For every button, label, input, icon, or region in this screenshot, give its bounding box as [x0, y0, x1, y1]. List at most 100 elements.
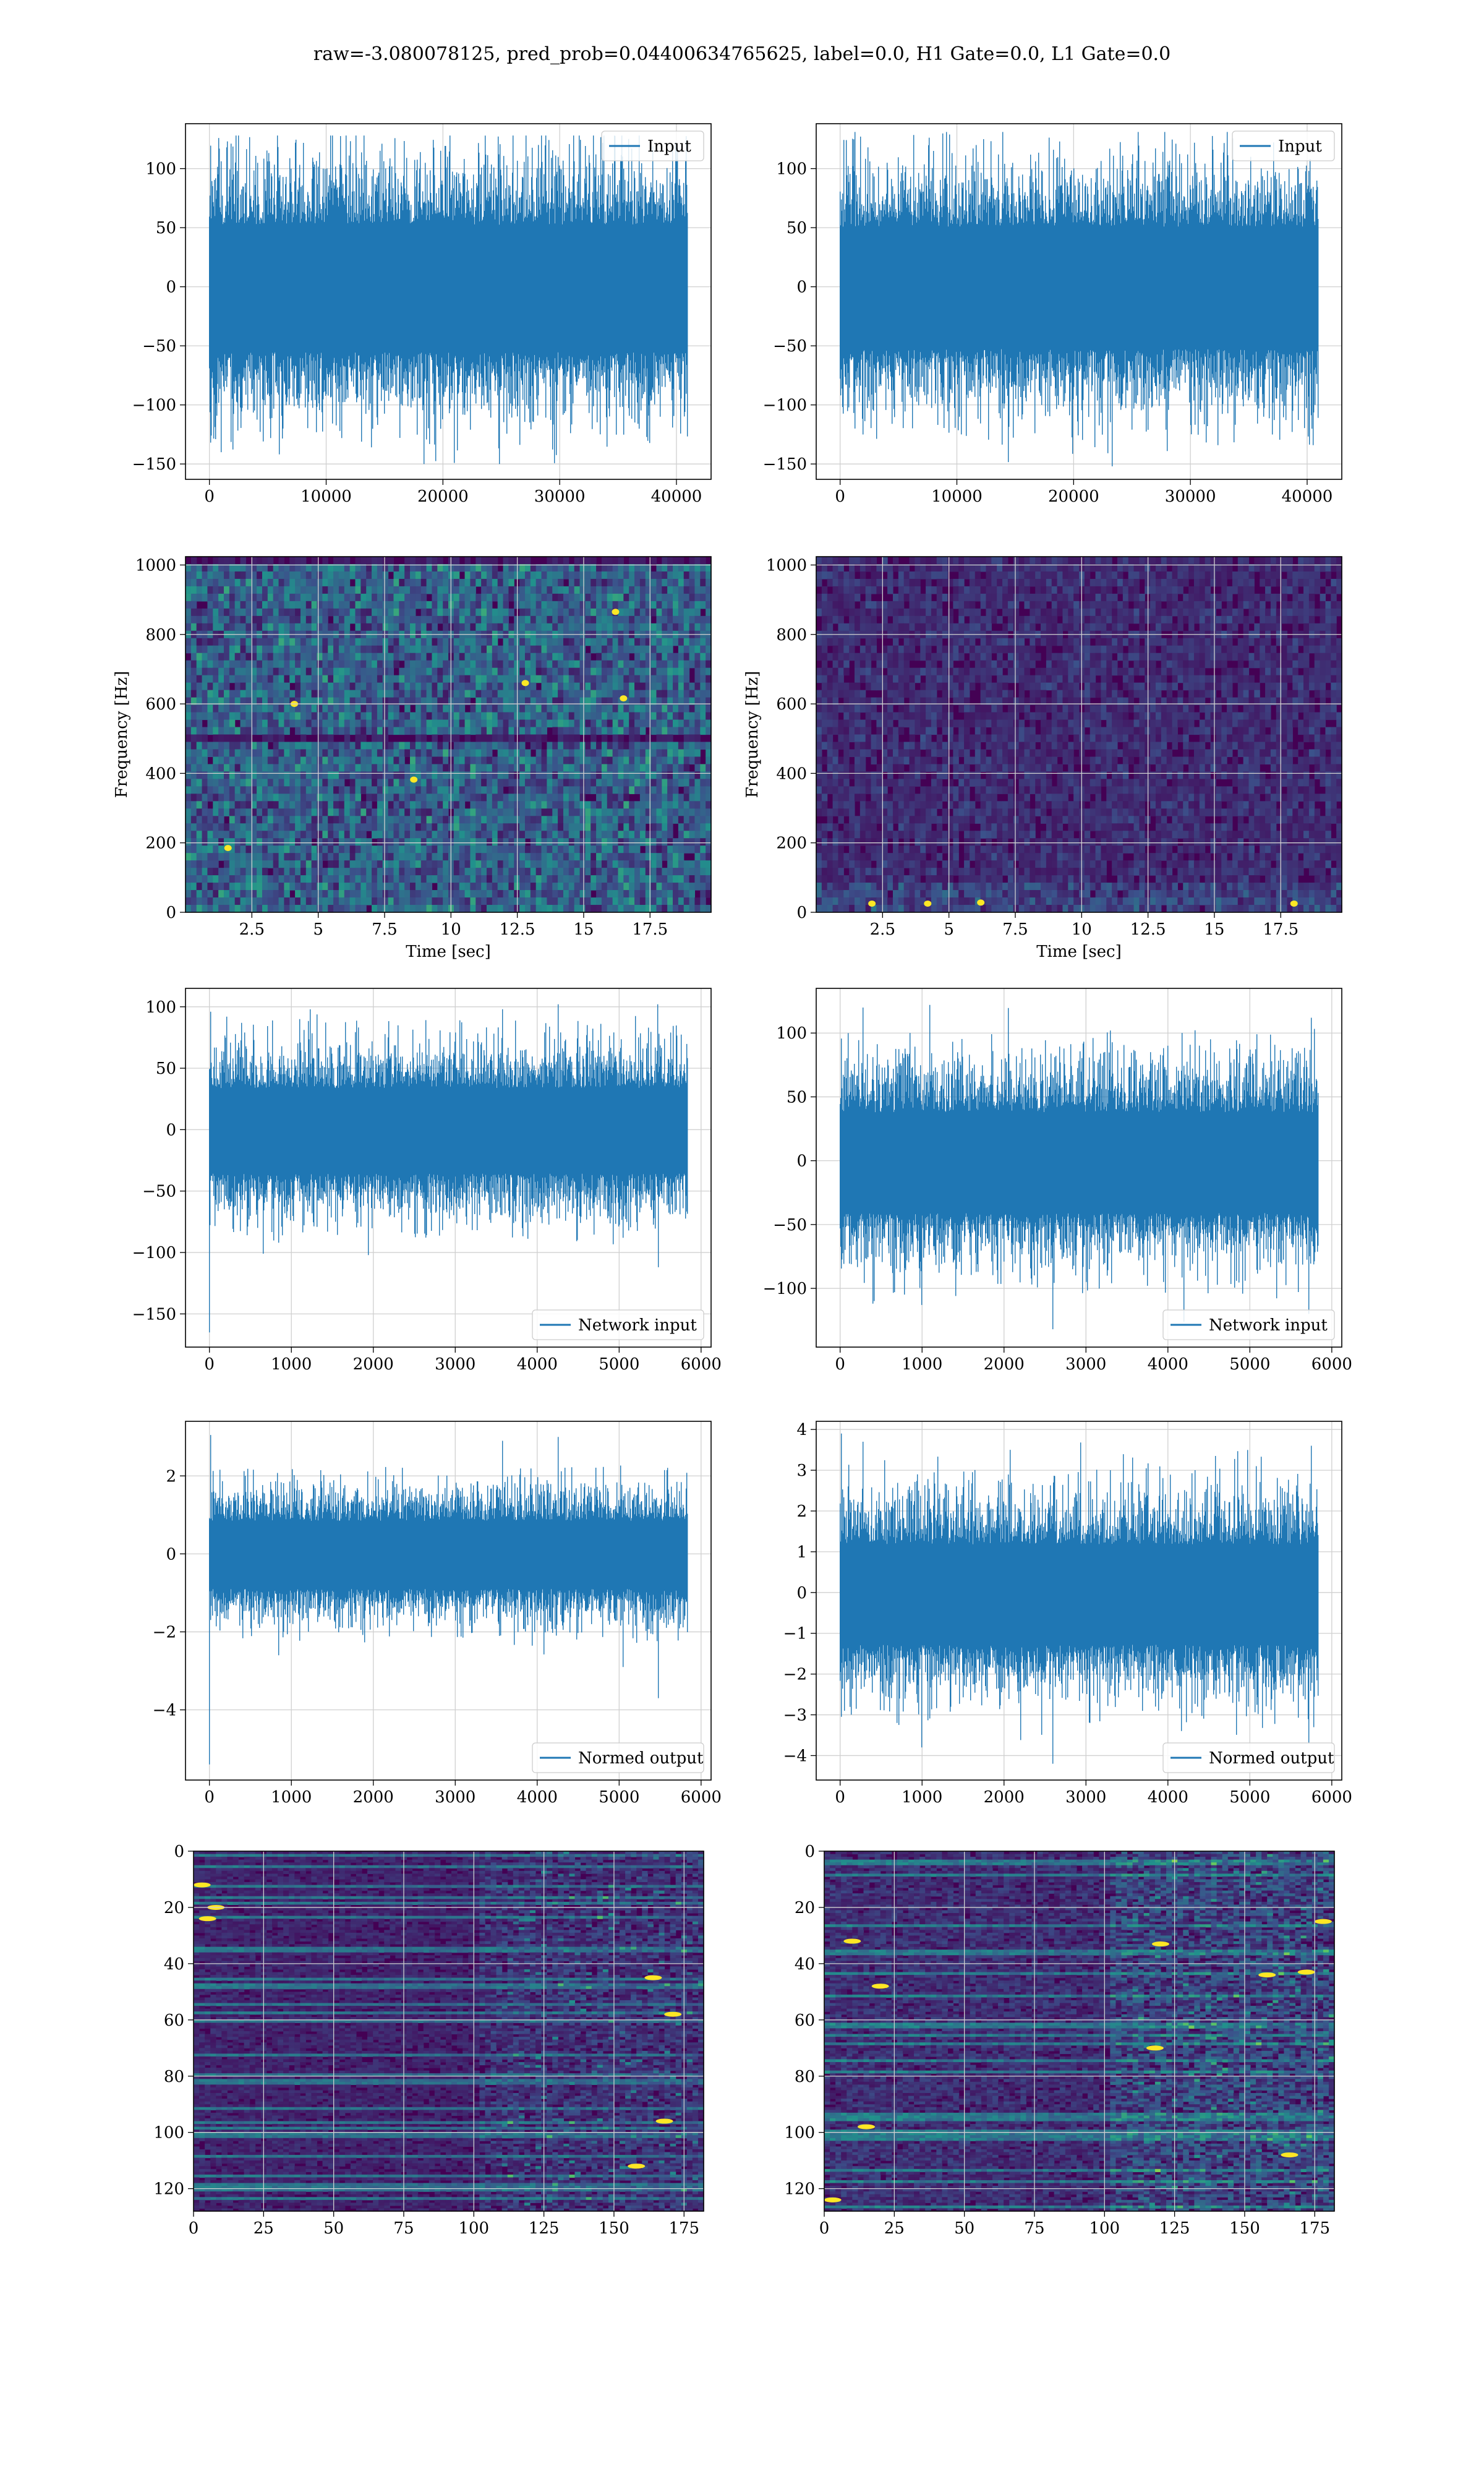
- heatmap-cell: [1260, 579, 1265, 587]
- heatmap-cell: [487, 713, 492, 721]
- heatmap-cell: [245, 646, 251, 654]
- heatmap-cell: [322, 771, 328, 779]
- heatmap-cell: [191, 653, 197, 661]
- heatmap-cell: [1139, 557, 1145, 565]
- heatmap-cell: [317, 905, 323, 913]
- heatmap-cell: [585, 727, 591, 735]
- heatmap-cell: [421, 808, 427, 816]
- heatmap-cell: [519, 823, 525, 831]
- heatmap-cell: [1030, 557, 1035, 565]
- heatmap-cell: [569, 579, 574, 587]
- heatmap-cell: [536, 661, 542, 669]
- heatmap-cell: [678, 890, 684, 898]
- heatmap-cell: [393, 756, 399, 764]
- heatmap-cell: [421, 586, 427, 594]
- heatmap-cell: [629, 623, 634, 631]
- heatmap-cell: [475, 771, 481, 779]
- heatmap-cell: [694, 794, 700, 802]
- heatmap-cell: [629, 638, 634, 646]
- heatmap-cell: [197, 779, 202, 787]
- heatmap-cell: [487, 808, 492, 816]
- heatmap-cell: [333, 586, 339, 594]
- heatmap-cell: [410, 586, 416, 594]
- heatmap-cell: [662, 816, 667, 824]
- heatmap-cell: [372, 890, 377, 898]
- heatmap-cell: [1298, 571, 1303, 580]
- heatmap-cell: [416, 853, 421, 861]
- heatmap-cell: [454, 853, 459, 861]
- heatmap-cell: [542, 875, 547, 883]
- heatmap-cell: [508, 756, 514, 764]
- heatmap-cell: [312, 756, 317, 764]
- heatmap-cell: [640, 601, 646, 609]
- heatmap-cell: [229, 727, 235, 735]
- heatmap-cell: [860, 571, 866, 580]
- heatmap-cell: [585, 713, 591, 721]
- heatmap-cell: [360, 638, 366, 646]
- heatmap-cell: [1150, 557, 1156, 565]
- heatmap-cell: [613, 638, 618, 646]
- heatmap-cell: [355, 905, 360, 913]
- heatmap-cell: [678, 557, 684, 565]
- heatmap-cell: [1309, 579, 1315, 587]
- heatmap-cell: [508, 661, 514, 669]
- heatmap-cell: [596, 661, 602, 669]
- heatmap-cell: [202, 579, 208, 587]
- heatmap-cell: [399, 727, 404, 735]
- heatmap-cell: [268, 586, 273, 594]
- heatmap-cell: [531, 653, 536, 661]
- heatmap-cell: [344, 727, 350, 735]
- heatmap-cell: [618, 616, 623, 624]
- heatmap-cell: [487, 853, 492, 861]
- heatmap-cell: [1024, 557, 1030, 565]
- heatmap-cell: [268, 808, 273, 816]
- heatmap-cell: [202, 816, 208, 824]
- heatmap-cell: [372, 749, 377, 757]
- heatmap-cell: [580, 623, 586, 631]
- heatmap-cell: [241, 771, 246, 779]
- heatmap-cell: [602, 853, 607, 861]
- heatmap-cell: [651, 675, 657, 683]
- heatmap-cell: [1287, 579, 1292, 587]
- heatmap-cell: [580, 905, 586, 913]
- heatmap-cell: [306, 646, 312, 654]
- heatmap-cell: [629, 713, 634, 721]
- heatmap-cell: [503, 756, 509, 764]
- heatmap-cell: [454, 713, 459, 721]
- heatmap-cell: [552, 794, 558, 802]
- heatmap-cell: [563, 594, 569, 602]
- heatmap-cell: [618, 816, 623, 824]
- heatmap-cell: [492, 571, 498, 580]
- heatmap-cell: [427, 646, 432, 654]
- heatmap-cell: [651, 845, 657, 854]
- heatmap-cell: [569, 616, 574, 624]
- heatmap-cell: [360, 557, 366, 565]
- heatmap-cell: [366, 571, 372, 580]
- heatmap-cell: [186, 690, 191, 698]
- heatmap-cell: [531, 794, 536, 802]
- heatmap-cell: [558, 705, 563, 713]
- heatmap-cell: [1243, 571, 1249, 580]
- heatmap-cell: [689, 638, 695, 646]
- heatmap-cell: [245, 771, 251, 779]
- heatmap-cell: [268, 905, 273, 913]
- heatmap-cell: [333, 749, 339, 757]
- heatmap-cell: [284, 646, 289, 654]
- heatmap-cell: [678, 579, 684, 587]
- heatmap-cell: [618, 779, 623, 787]
- heatmap-cell: [350, 749, 356, 757]
- heatmap-cell: [1282, 579, 1287, 587]
- heatmap-cell: [191, 571, 197, 580]
- y-tick-label: 400: [145, 764, 176, 783]
- heatmap-cell: [700, 594, 706, 602]
- heatmap-cell: [898, 586, 904, 594]
- heatmap-cell: [355, 557, 360, 565]
- heatmap-cell: [1073, 579, 1079, 587]
- heatmap-cell: [393, 786, 399, 794]
- heatmap-cell: [273, 668, 279, 676]
- heatmap-cell: [498, 742, 503, 750]
- heatmap-cell: [388, 868, 394, 876]
- heatmap-cell: [651, 794, 657, 802]
- heatmap-cell: [355, 756, 360, 764]
- heatmap-cell: [547, 557, 552, 565]
